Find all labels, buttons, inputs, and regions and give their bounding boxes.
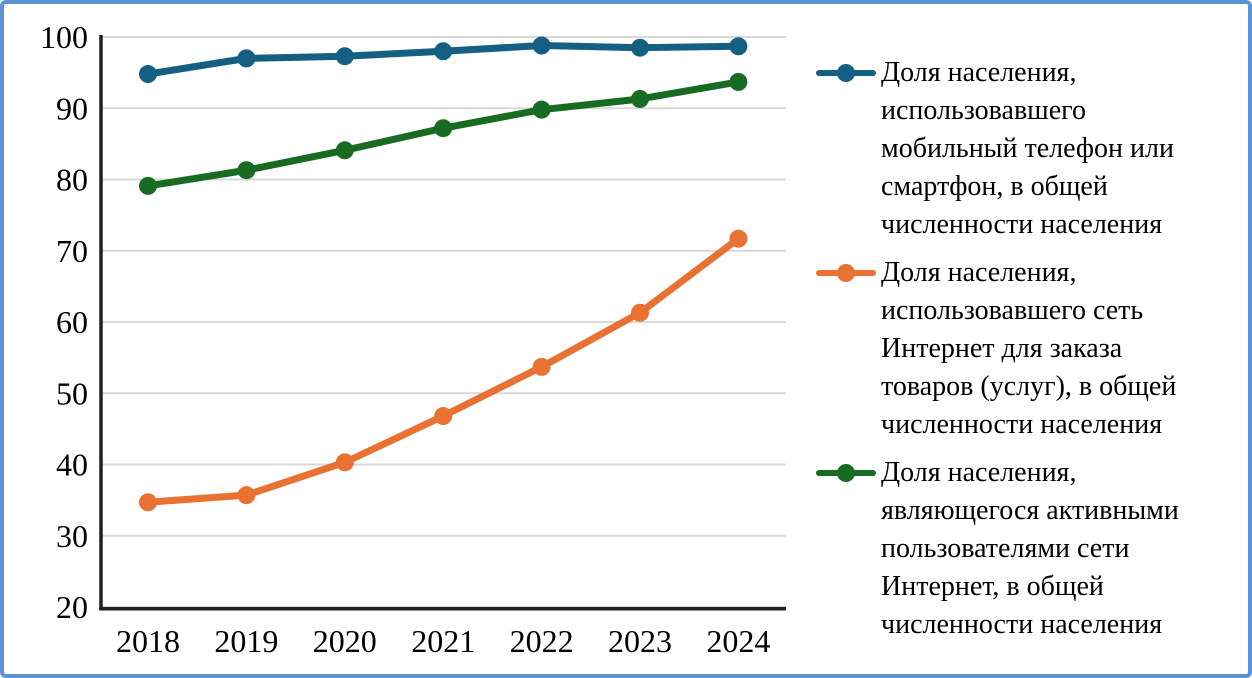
legend-marker-line-dot-icon [816,263,876,283]
data-point-1-2020 [335,453,354,472]
data-point-2-2018 [139,176,157,195]
x-tick-label: 2019 [214,623,278,659]
data-point-0-2021 [434,42,453,61]
y-tick-label: 20 [56,589,88,625]
data-point-0-2022 [532,36,551,55]
data-point-2-2019 [237,161,256,180]
data-point-0-2023 [631,38,649,57]
y-tick-label: 80 [56,162,88,198]
legend-dot-icon [837,64,855,82]
x-tick-label: 2023 [608,623,672,659]
data-point-2-2021 [434,119,453,138]
data-point-1-2023 [631,303,649,322]
y-tick-label: 100 [40,19,88,55]
data-point-1-2022 [532,357,551,376]
legend-dot-icon [837,264,855,282]
y-tick-label: 30 [56,518,88,554]
line-chart-plot: 100 90 80 70 60 50 40 30 20 2018 2019 2020 2021 2022 2… [40,19,786,659]
legend-marker-line-dot-icon [816,63,876,83]
x-tick-label: 2018 [116,623,180,659]
y-tick-label: 70 [56,233,88,269]
y-tick-label: 90 [56,90,88,126]
legend-marker-line-dot-icon [816,463,876,483]
legend-item-orders: Доля населения, использовавшего сеть Инт… [816,254,1179,444]
x-tick-label: 2024 [706,623,770,659]
data-point-2-2023 [631,89,649,108]
data-point-0-2018 [139,65,157,84]
x-tick-label: 2020 [313,623,377,659]
y-tick-label: 60 [56,304,88,340]
legend-dot-icon [837,464,855,482]
data-point-0-2020 [335,47,354,66]
data-point-2-2022 [532,100,551,119]
legend-label-orders: Доля населения, использовавшего сеть Инт… [881,257,1177,440]
data-point-2-2020 [335,141,354,160]
legend-item-mobile: Доля населения, использовавшего мобильны… [816,54,1179,244]
legend-item-active-users: Доля населения, являющегося активными по… [816,454,1179,644]
x-tick-label: 2021 [411,623,475,659]
data-point-0-2024 [729,37,748,56]
data-point-0-2019 [237,49,256,68]
legend-label-active-users: Доля населения, являющегося активными по… [881,457,1179,640]
y-tick-label: 40 [56,447,88,483]
legend-label-mobile: Доля населения, использовавшего мобильны… [881,57,1174,240]
y-tick-label: 50 [56,375,88,411]
data-point-1-2024 [729,229,748,248]
legend: Доля населения, использовавшего мобильны… [816,54,1179,644]
x-tick-label: 2022 [510,623,574,659]
data-point-2-2024 [729,72,748,91]
series-line-1 [144,235,742,506]
data-point-1-2018 [139,493,157,512]
data-point-1-2019 [237,486,256,505]
data-point-1-2021 [434,407,453,426]
